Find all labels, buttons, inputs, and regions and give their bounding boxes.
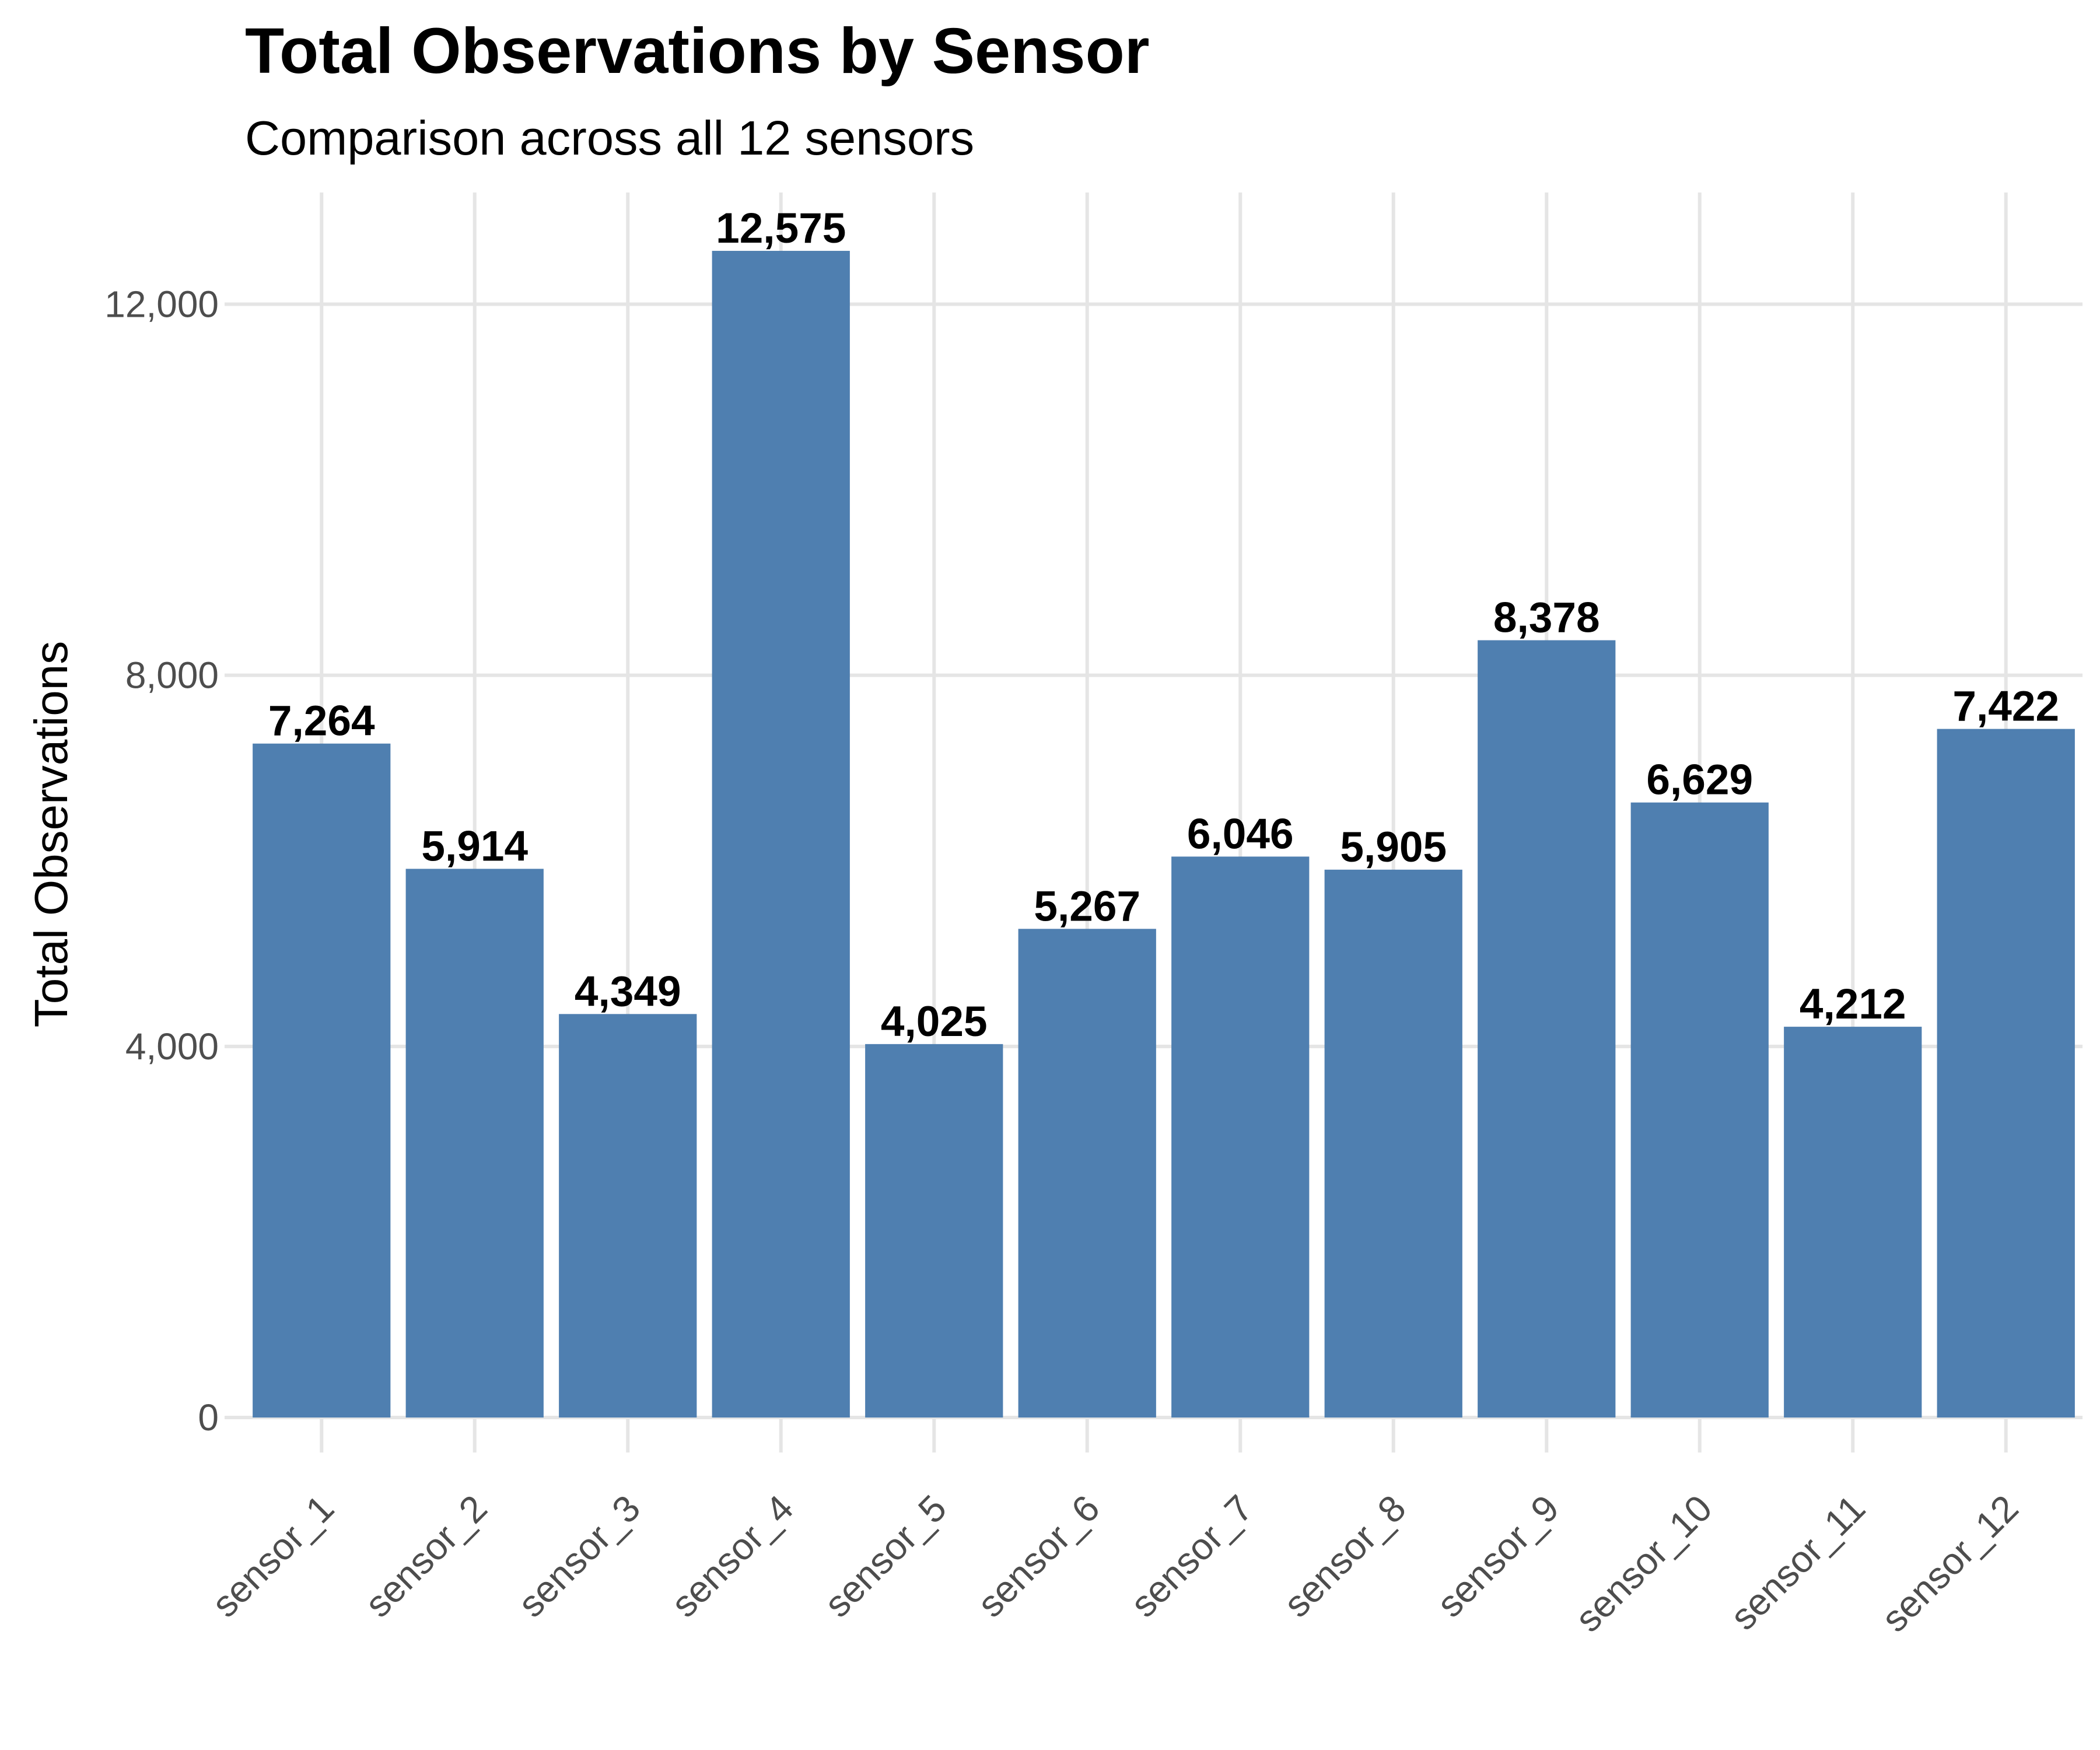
x-tick-label: sensor_4 bbox=[663, 1487, 802, 1625]
x-axis-ticks: sensor_1 sensor_2 sensor_3 sensor_4 sensor_5… bbox=[204, 1487, 2027, 1640]
bar-sensor_10 bbox=[1630, 802, 1769, 1418]
x-tick-label: sensor_3 bbox=[510, 1487, 648, 1625]
data-label-sensor_6: 5,267 bbox=[1034, 883, 1140, 930]
y-tick-label: 12,000 bbox=[104, 283, 219, 325]
bar-sensor_11 bbox=[1784, 1027, 1922, 1418]
bar-sensor_3 bbox=[559, 1014, 697, 1418]
y-tick-label: 4,000 bbox=[125, 1026, 219, 1068]
y-axis-ticks: 0 4,000 8,000 12,000 bbox=[104, 283, 245, 1438]
data-label-sensor_4: 12,575 bbox=[716, 205, 846, 252]
y-tick-label: 8,000 bbox=[125, 654, 219, 696]
x-tick-label: sensor_1 bbox=[204, 1487, 342, 1625]
bar-sensor_9 bbox=[1478, 640, 1616, 1418]
bars bbox=[253, 251, 2075, 1418]
bar-sensor_1 bbox=[253, 743, 391, 1418]
bar-sensor_6 bbox=[1018, 929, 1156, 1418]
x-tick-label: sensor_8 bbox=[1276, 1487, 1414, 1625]
data-label-sensor_12: 7,422 bbox=[1952, 683, 2059, 730]
bar-sensor_8 bbox=[1324, 869, 1462, 1418]
bar-sensor_4 bbox=[712, 251, 850, 1418]
x-tick-label: sensor_9 bbox=[1429, 1487, 1567, 1625]
x-tick-label: sensor_6 bbox=[970, 1487, 1108, 1625]
data-label-sensor_10: 6,629 bbox=[1646, 757, 1753, 804]
data-label-sensor_1: 7,264 bbox=[268, 698, 375, 745]
x-tick-label: sensor_10 bbox=[1567, 1487, 1720, 1640]
data-labels: 7,264 5,914 4,349 12,575 4,025 5,267 6,046 5,90… bbox=[268, 205, 2059, 1045]
bar-sensor_12 bbox=[1937, 729, 2075, 1418]
data-label-sensor_7: 6,046 bbox=[1187, 810, 1294, 858]
data-label-sensor_2: 5,914 bbox=[421, 822, 528, 870]
chart-subtitle: Comparison across all 12 sensors bbox=[245, 111, 974, 165]
chart-title: Total Observations by Sensor bbox=[245, 15, 1150, 87]
y-axis-title: Total Observations bbox=[25, 641, 77, 1028]
x-tick-label: sensor_2 bbox=[357, 1487, 495, 1625]
data-label-sensor_5: 4,025 bbox=[881, 998, 988, 1045]
bar-sensor_7 bbox=[1171, 856, 1310, 1418]
bar-sensor_2 bbox=[405, 869, 544, 1418]
x-tick-label: sensor_11 bbox=[1722, 1487, 1873, 1638]
data-label-sensor_9: 8,378 bbox=[1493, 594, 1600, 642]
data-label-sensor_8: 5,905 bbox=[1340, 824, 1447, 871]
bar-sensor_5 bbox=[865, 1044, 1003, 1418]
data-label-sensor_3: 4,349 bbox=[575, 968, 681, 1015]
data-label-sensor_11: 4,212 bbox=[1800, 981, 1906, 1028]
y-tick-label: 0 bbox=[198, 1396, 219, 1438]
x-tick-label: sensor_12 bbox=[1873, 1487, 2026, 1640]
x-tick-label: sensor_7 bbox=[1122, 1487, 1261, 1625]
x-tick-label: sensor_5 bbox=[816, 1487, 954, 1625]
